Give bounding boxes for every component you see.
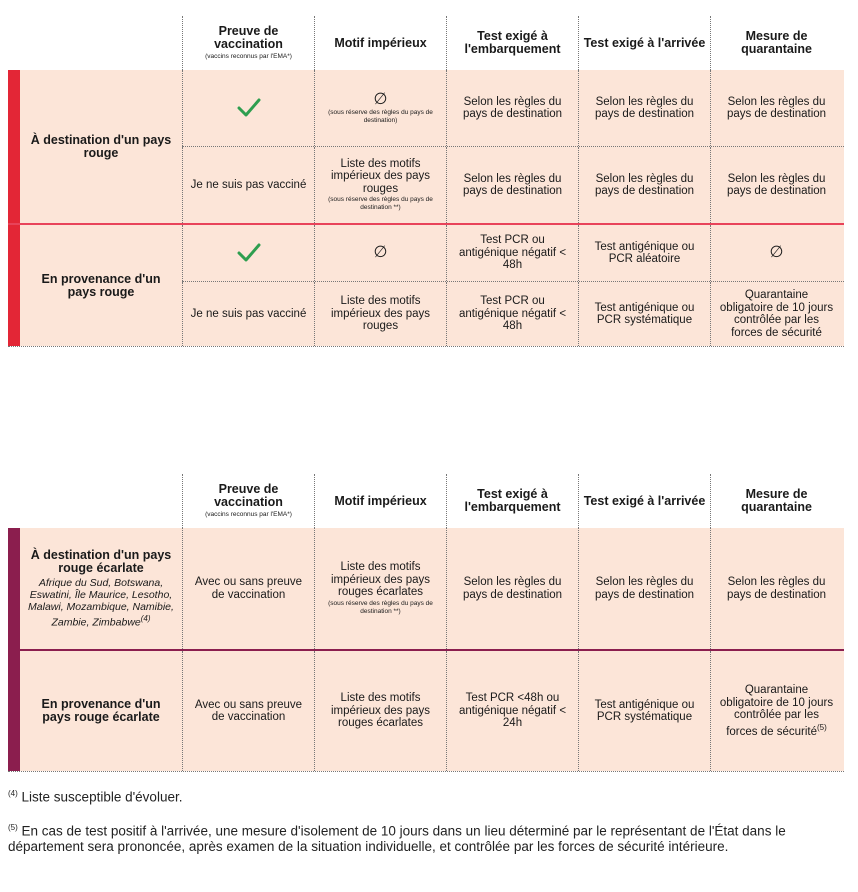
check-icon	[237, 98, 260, 117]
table-red-countries: Preuve de vaccination (vaccins reconnus …	[8, 16, 844, 347]
group-label: En provenance d'un pays rouge écarlate	[20, 651, 182, 771]
header-test-boarding: Test exigé à l'embarquement	[446, 16, 578, 70]
cell-test-boarding: Selon les règles du pays de destination	[446, 528, 578, 649]
cell-test-boarding: Selon les règles du pays de destination	[446, 147, 578, 223]
cell-motif: ∅	[314, 225, 446, 281]
header-motif: Motif impérieux	[314, 16, 446, 70]
cell-test-arrival: Test antigénique ou PCR systématique	[578, 651, 710, 771]
table-row: Avec ou sans preuve de vaccination Liste…	[182, 651, 844, 771]
footnote-4: (4) Liste susceptible d'évoluer.	[8, 789, 183, 805]
cell-test-arrival: Selon les règles du pays de destination	[578, 528, 710, 649]
group-from-scarlet-country: En provenance d'un pays rouge écarlate A…	[8, 651, 844, 772]
cell-quarantine: ∅	[710, 225, 842, 281]
cell-test-arrival: Test antigénique ou PCR aléatoire	[578, 225, 710, 281]
table-header: Preuve de vaccination (vaccins reconnus …	[8, 474, 844, 528]
cell-test-arrival: Test antigénique ou PCR systématique	[578, 282, 710, 346]
cell-vaccination: Avec ou sans preuve de vaccination	[182, 528, 314, 649]
vaccinated-check	[182, 70, 314, 146]
group-divider	[8, 223, 844, 225]
cell-quarantine: Selon les règles du pays de destination	[710, 528, 842, 649]
red-bar	[8, 70, 20, 223]
table-row: Je ne suis pas vacciné Liste des motifs …	[182, 146, 844, 223]
cell-test-boarding: Test PCR <48h ou antigénique négatif < 2…	[446, 651, 578, 771]
header-vaccination-proof: Preuve de vaccination (vaccins reconnus …	[182, 16, 314, 70]
header-quarantine: Mesure de quarantaine	[710, 16, 842, 70]
table-header: Preuve de vaccination (vaccins reconnus …	[8, 16, 844, 70]
country-list: Afrique du Sud, Botswana, Eswatini, Île …	[28, 576, 174, 629]
scarlet-bar	[8, 651, 20, 771]
cell-quarantine: Quarantaine obligatoire de 10 jours cont…	[710, 651, 842, 771]
group-to-red-country: À destination d'un pays rouge ∅ (sous ré…	[8, 70, 844, 223]
cell-test-boarding: Selon les règles du pays de destination	[446, 70, 578, 146]
cell-test-boarding: Test PCR ou antigénique négatif < 48h	[446, 282, 578, 346]
cell-vaccination: Avec ou sans preuve de vaccination	[182, 651, 314, 771]
group-to-scarlet-country: À destination d'un pays rouge écarlate A…	[8, 528, 844, 649]
vaccinated-check	[182, 225, 314, 281]
cell-test-arrival: Selon les règles du pays de destination	[578, 147, 710, 223]
cell-motif: Liste des motifs impérieux des pays roug…	[314, 147, 446, 223]
footnote-5: (5) En cas de test positif à l'arrivée, …	[8, 823, 786, 854]
cell-motif: Liste des motifs impérieux des pays roug…	[314, 651, 446, 771]
cell-motif: Liste des motifs impérieux des pays roug…	[314, 528, 446, 649]
cell-test-boarding: Test PCR ou antigénique négatif < 48h	[446, 225, 578, 281]
table-row: Je ne suis pas vacciné Liste des motifs …	[182, 281, 844, 346]
header-test-boarding: Test exigé à l'embarquement	[446, 474, 578, 528]
cell-vaccination: Je ne suis pas vacciné	[182, 282, 314, 346]
header-quarantine: Mesure de quarantaine	[710, 474, 842, 528]
red-bar	[8, 225, 20, 346]
cell-motif: Liste des motifs impérieux des pays roug…	[314, 282, 446, 346]
cell-vaccination: Je ne suis pas vacciné	[182, 147, 314, 223]
group-label: À destination d'un pays rouge écarlate A…	[20, 528, 182, 649]
cell-quarantine: Selon les règles du pays de destination	[710, 70, 842, 146]
cell-quarantine: Selon les règles du pays de destination	[710, 147, 842, 223]
empty-set-symbol: ∅	[373, 90, 388, 108]
scarlet-bar	[8, 528, 20, 649]
cell-quarantine: Quarantaine obligatoire de 10 jours cont…	[710, 282, 842, 346]
table-scarlet-countries: Preuve de vaccination (vaccins reconnus …	[8, 474, 844, 772]
cell-motif: ∅ (sous réserve des règles du pays de de…	[314, 70, 446, 146]
empty-set-symbol: ∅	[769, 244, 784, 261]
header-vaccination-proof: Preuve de vaccination (vaccins reconnus …	[182, 474, 314, 528]
header-test-arrival: Test exigé à l'arrivée	[578, 16, 710, 70]
group-from-red-country: En provenance d'un pays rouge ∅ Test PCR…	[8, 225, 844, 347]
table-row: ∅ (sous réserve des règles du pays de de…	[182, 70, 844, 146]
header-motif: Motif impérieux	[314, 474, 446, 528]
table-row: Avec ou sans preuve de vaccination Liste…	[182, 528, 844, 649]
group-divider	[8, 649, 844, 651]
cell-test-arrival: Selon les règles du pays de destination	[578, 70, 710, 146]
check-icon	[237, 243, 260, 262]
group-label: À destination d'un pays rouge	[20, 70, 182, 223]
header-test-arrival: Test exigé à l'arrivée	[578, 474, 710, 528]
table-row: ∅ Test PCR ou antigénique négatif < 48h …	[182, 225, 844, 281]
empty-set-symbol: ∅	[373, 244, 388, 261]
group-label: En provenance d'un pays rouge	[20, 225, 182, 346]
